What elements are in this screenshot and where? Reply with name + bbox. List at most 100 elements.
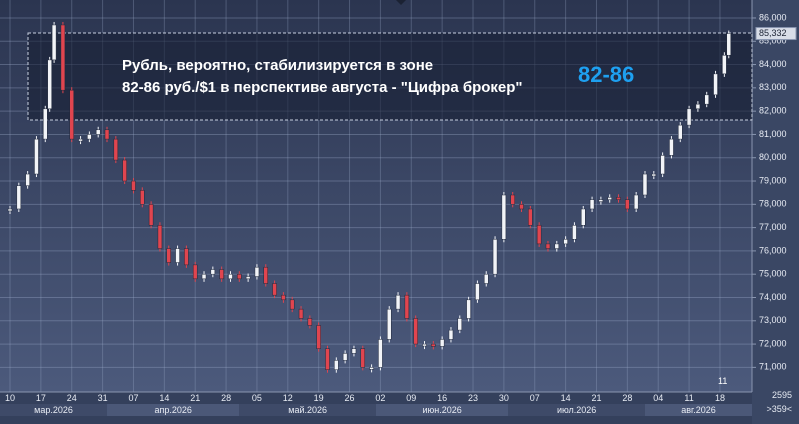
candle <box>289 299 295 310</box>
x-tick-label: 23 <box>468 393 478 403</box>
y-tick-label: 83,000 <box>759 82 787 92</box>
candle <box>95 129 101 135</box>
candle <box>192 264 198 280</box>
month-band <box>508 404 645 416</box>
y-tick-label: 79,000 <box>759 175 787 185</box>
x-tick-label: 16 <box>437 393 447 403</box>
x-tick-label: 26 <box>345 393 355 403</box>
candle <box>669 138 674 156</box>
candle <box>351 348 357 354</box>
x-tick-label: 28 <box>622 393 632 403</box>
candle <box>695 103 701 110</box>
candle <box>157 225 163 249</box>
candle <box>422 343 427 347</box>
candle <box>545 243 551 249</box>
annotation-line: 82-86 руб./$1 в перспективе августа - "Ц… <box>122 79 523 96</box>
y-tick-label: 71,000 <box>759 362 787 372</box>
month-band <box>239 404 376 416</box>
candle <box>431 343 436 347</box>
candle <box>563 239 568 245</box>
candle <box>104 129 110 140</box>
candle <box>616 197 621 200</box>
month-band <box>107 404 240 416</box>
x-tick-label: 05 <box>252 393 262 403</box>
candle <box>633 194 639 210</box>
x-tick-label: 12 <box>283 393 293 403</box>
candle <box>281 294 286 301</box>
candle <box>492 239 498 275</box>
candle <box>87 134 92 140</box>
month-band <box>376 404 509 416</box>
candle <box>272 283 277 296</box>
x-tick-label: 04 <box>653 393 663 403</box>
candle <box>219 269 224 280</box>
candle <box>175 248 180 263</box>
month-label: мар.2026 <box>34 405 73 415</box>
candle <box>642 173 648 196</box>
candle <box>237 273 242 280</box>
month-label: авг.2026 <box>681 405 716 415</box>
candle <box>210 269 216 275</box>
x-tick-label: 02 <box>375 393 385 403</box>
candle <box>554 243 560 249</box>
candle <box>254 266 260 277</box>
candle <box>60 24 66 91</box>
candle <box>607 197 612 200</box>
candle <box>140 190 145 205</box>
x-tick-label: 14 <box>159 393 169 403</box>
candle <box>510 194 515 205</box>
candle <box>16 185 22 210</box>
top-marker <box>396 0 406 5</box>
x-tick-label: 28 <box>221 393 231 403</box>
candle <box>404 294 410 319</box>
candle <box>342 353 348 361</box>
candle <box>466 299 471 319</box>
candle <box>334 360 339 370</box>
month-label: май.2026 <box>288 405 327 415</box>
month-label: апр.2026 <box>154 405 191 415</box>
x-tick-label: 21 <box>591 393 601 403</box>
candle <box>589 199 595 210</box>
candle <box>34 138 39 175</box>
y-tick-label: 72,000 <box>759 338 787 348</box>
y-tick-label: 73,000 <box>759 315 787 325</box>
candle <box>148 204 154 226</box>
candle <box>713 73 718 96</box>
y-tick-label: 81,000 <box>759 129 787 139</box>
candle <box>686 108 692 126</box>
corner-text: >359< <box>766 404 792 414</box>
y-tick-label: 76,000 <box>759 245 787 255</box>
candle <box>245 276 251 280</box>
candle <box>47 59 52 110</box>
y-tick-label: 86,000 <box>759 12 787 22</box>
candle <box>25 173 30 186</box>
candle <box>726 33 732 56</box>
x-tick-label: 14 <box>561 393 571 403</box>
x-tick-label: 17 <box>36 393 46 403</box>
candle <box>369 367 374 370</box>
y-tick-label: 74,000 <box>759 292 787 302</box>
candle <box>122 159 127 182</box>
month-label: июн.2026 <box>423 405 462 415</box>
candle <box>228 273 233 280</box>
x-tick-label: 30 <box>499 393 509 403</box>
candle <box>43 108 48 140</box>
candle <box>69 89 74 140</box>
y-tick-label: 84,000 <box>759 59 787 69</box>
month-label: июл.2026 <box>557 405 596 415</box>
candle <box>201 273 207 280</box>
candle <box>78 138 83 142</box>
x-tick-label: 09 <box>406 393 416 403</box>
candle <box>704 94 709 105</box>
candle <box>184 248 189 266</box>
candle <box>131 180 136 191</box>
y-tick-label: 82,000 <box>759 106 787 116</box>
candle <box>457 318 463 331</box>
candle <box>316 325 321 349</box>
y-tick-label: 75,000 <box>759 269 787 279</box>
candle <box>536 225 542 245</box>
x-tick-label: 21 <box>190 393 200 403</box>
candle <box>483 273 489 284</box>
candle <box>572 225 577 240</box>
y-tick-label: 77,000 <box>759 222 787 232</box>
